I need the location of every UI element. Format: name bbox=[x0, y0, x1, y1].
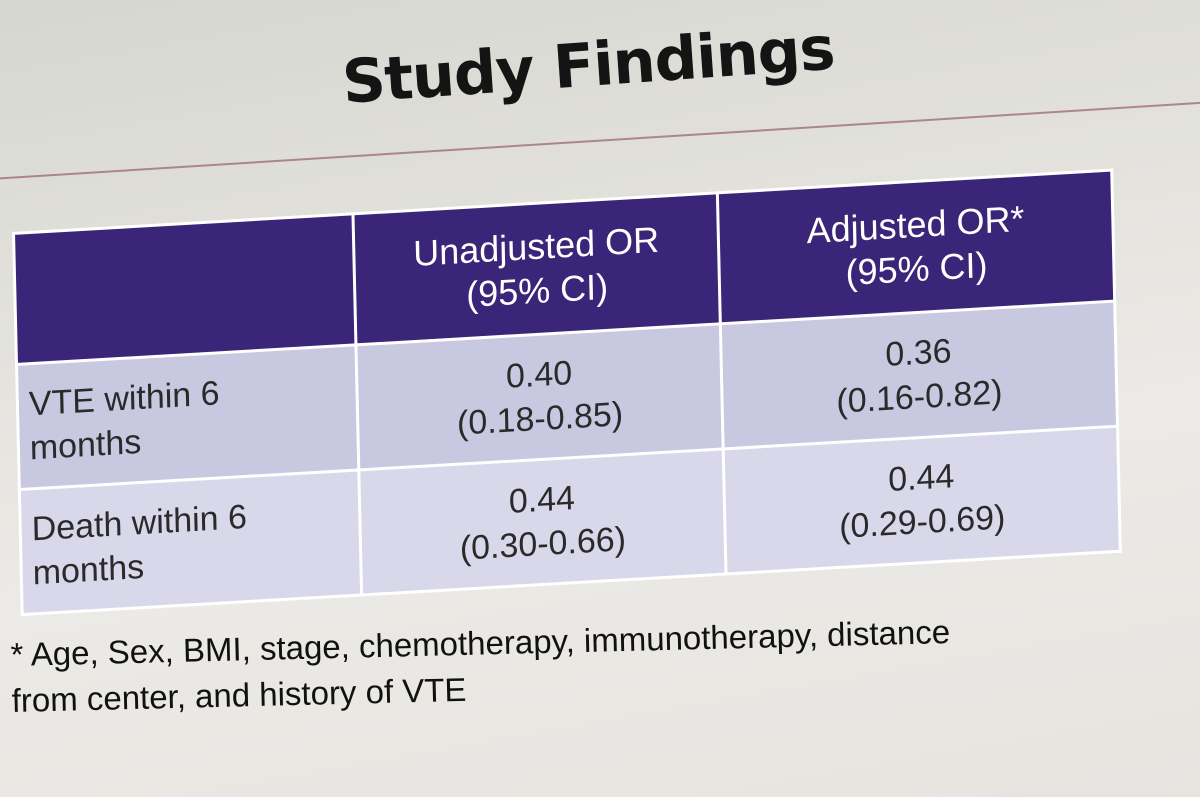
footnote: * Age, Sex, BMI, stage, chemotherapy, im… bbox=[10, 605, 1132, 724]
row-label-death: Death within 6 months bbox=[19, 469, 362, 615]
row-label-vte: VTE within 6 months bbox=[16, 344, 359, 490]
header-unadjusted-or: Unadjusted OR (95% CI) bbox=[352, 192, 721, 345]
cell-unadjusted-vte: 0.40 (0.18-0.85) bbox=[355, 323, 724, 470]
cell-adjusted-vte: 0.36 (0.16-0.82) bbox=[720, 301, 1118, 449]
cell-unadjusted-death: 0.44 (0.30-0.66) bbox=[358, 448, 727, 595]
header-adjusted-or: Adjusted OR* (95% CI) bbox=[717, 170, 1115, 324]
header-empty-cell bbox=[13, 213, 356, 365]
title-divider-line bbox=[0, 100, 1200, 180]
cell-adjusted-death: 0.44 (0.29-0.69) bbox=[723, 426, 1121, 574]
slide-title: Study Findings bbox=[340, 13, 837, 118]
findings-table-container: Unadjusted OR (95% CI) Adjusted OR* (95%… bbox=[12, 168, 1139, 617]
findings-table: Unadjusted OR (95% CI) Adjusted OR* (95%… bbox=[12, 169, 1122, 617]
